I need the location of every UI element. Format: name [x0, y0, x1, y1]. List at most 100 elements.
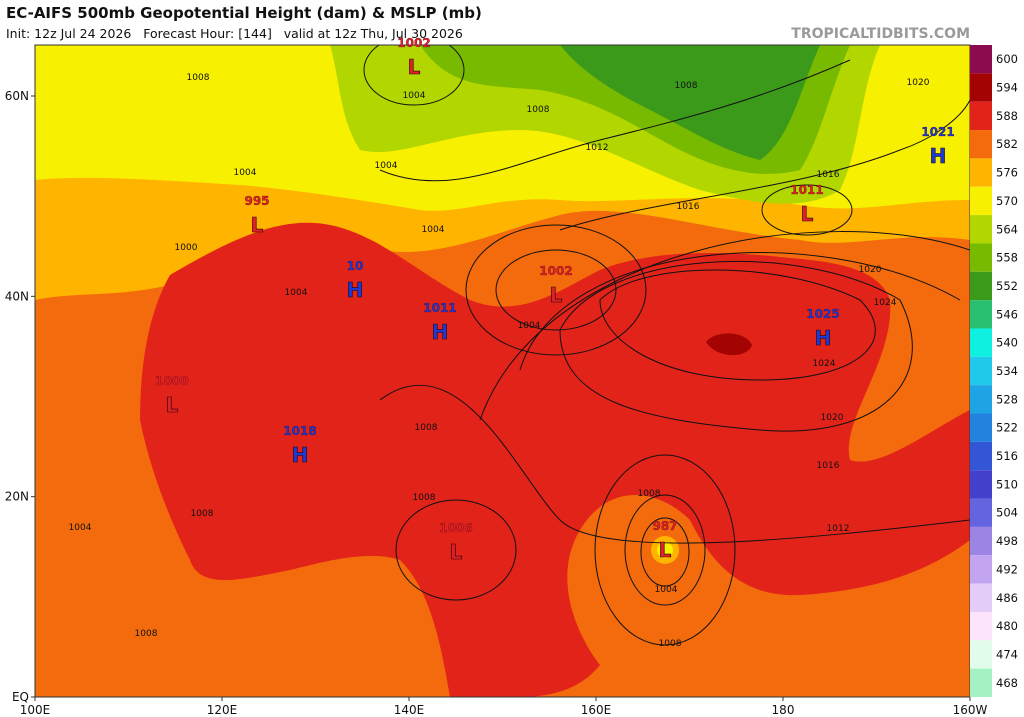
isobar-label: 1020 [859, 265, 882, 275]
colorbar-cell [970, 101, 992, 131]
center-letter: L [166, 393, 179, 417]
isobar-label: 1008 [135, 629, 158, 639]
map-fill [35, 45, 970, 697]
isobar-label: 1008 [527, 105, 550, 115]
colorbar-label: 492 [996, 562, 1018, 576]
fill-588 [140, 222, 970, 697]
isobar-label: 1004 [375, 161, 398, 171]
colorbar-cell [970, 186, 992, 216]
colorbar-label: 534 [996, 364, 1018, 378]
lat-label: 20N [5, 490, 29, 504]
colorbar-label: 570 [996, 194, 1018, 208]
colorbar-cell [970, 668, 992, 697]
center-pressure: 1002 [539, 264, 572, 278]
lon-label: 100E [20, 703, 51, 717]
isobar-label: 1004 [422, 225, 445, 235]
isobar-label: 1008 [187, 73, 210, 83]
center-pressure: 1002 [397, 36, 430, 50]
center-letter: L [251, 213, 264, 237]
colorbar-cell [970, 640, 992, 669]
colorbar-cell [970, 243, 992, 272]
center-letter: L [801, 202, 814, 226]
isobar-label: 1016 [677, 202, 700, 212]
center-letter: L [550, 283, 563, 307]
isobar-label: 1004 [285, 288, 308, 298]
colorbar-label: 594 [996, 81, 1018, 95]
colorbar-cell [970, 583, 992, 612]
lat-label: 40N [5, 289, 29, 303]
lon-label: 160W [953, 703, 988, 717]
colorbar-cell [970, 413, 992, 442]
isobar-label: 1008 [675, 81, 698, 91]
lon-label: 160E [581, 703, 612, 717]
isobar-label: 1008 [413, 493, 436, 503]
colorbar-label: 552 [996, 279, 1018, 293]
colorbar-cell [970, 385, 992, 414]
colorbar-cell [970, 73, 992, 102]
isobar-label: 1016 [817, 461, 840, 471]
watermark: TROPICALTIDBITS.COM [791, 26, 970, 42]
colorbar-cell [970, 470, 992, 499]
center-pressure: 1011 [790, 183, 823, 197]
colorbar-cell [970, 271, 992, 301]
center-letter: H [347, 278, 364, 302]
colorbar-cell [970, 555, 992, 584]
isobar-label: 1016 [817, 170, 840, 180]
lat-label: EQ [12, 690, 29, 704]
colorbar-label: 582 [996, 137, 1018, 151]
colorbar-label: 510 [996, 477, 1018, 491]
isobar-label: 1008 [659, 639, 682, 649]
colorbar-label: 486 [996, 591, 1018, 605]
colorbar-label: 522 [996, 421, 1018, 435]
fill-552 [560, 45, 820, 160]
center-letter: L [450, 540, 463, 564]
center-letter: H [292, 443, 309, 467]
colorbar-cell [970, 158, 992, 187]
subtitle: Init: 12z Jul 24 2026 Forecast Hour: [14… [6, 26, 463, 41]
isobar-label: 1012 [827, 524, 850, 534]
center-pressure: 1006 [439, 521, 472, 535]
colorbar-label: 540 [996, 336, 1018, 350]
isobar-label: 1020 [821, 413, 844, 423]
colorbar-label: 588 [996, 109, 1018, 123]
colorbar-label: 564 [996, 222, 1018, 236]
colorbar-cell [970, 498, 992, 527]
colorbar-label: 498 [996, 534, 1018, 548]
colorbar-label: 468 [996, 676, 1018, 690]
center-letter: L [659, 538, 672, 562]
colorbar-cell [970, 526, 992, 556]
lon-label: 120E [207, 703, 238, 717]
center-pressure: 1021 [921, 125, 954, 139]
colorbar-cell [970, 328, 992, 357]
center-letter: L [408, 55, 421, 79]
center-pressure: 1000 [155, 374, 188, 388]
center-pressure: 10 [347, 259, 364, 273]
colorbar-label: 528 [996, 392, 1018, 406]
overlay: 100E 120E 140E 160E 180 160W 60N 40N 20N EQ 1002 L 9… [5, 36, 1018, 717]
isobar-label: 1004 [234, 168, 257, 178]
colorbar-label: 546 [996, 307, 1018, 321]
center-pressure: 987 [652, 519, 677, 533]
center-letter: H [432, 320, 449, 344]
isobar-label: 1024 [813, 359, 836, 369]
isobar-label: 1004 [69, 523, 92, 533]
lon-label: 140E [394, 703, 425, 717]
isobar-label: 1024 [874, 298, 897, 308]
isobar-label: 1008 [638, 489, 661, 499]
colorbar-cell [970, 130, 992, 159]
isobar-label: 1004 [518, 321, 541, 331]
colorbar-cell [970, 300, 992, 329]
colorbar-label: 558 [996, 251, 1018, 265]
center-letter: H [930, 144, 947, 168]
lat-label: 60N [5, 89, 29, 103]
isobar-label: 1020 [907, 78, 930, 88]
isobar-label: 1000 [175, 243, 198, 253]
isobars [363, 45, 970, 646]
isobar-label: 1012 [586, 143, 609, 153]
colorbar-cell [970, 611, 992, 641]
colorbar-cell [970, 356, 992, 386]
center-pressure: 1018 [283, 424, 316, 438]
colorbar-cell [970, 45, 992, 74]
colorbar-label: 480 [996, 619, 1018, 633]
